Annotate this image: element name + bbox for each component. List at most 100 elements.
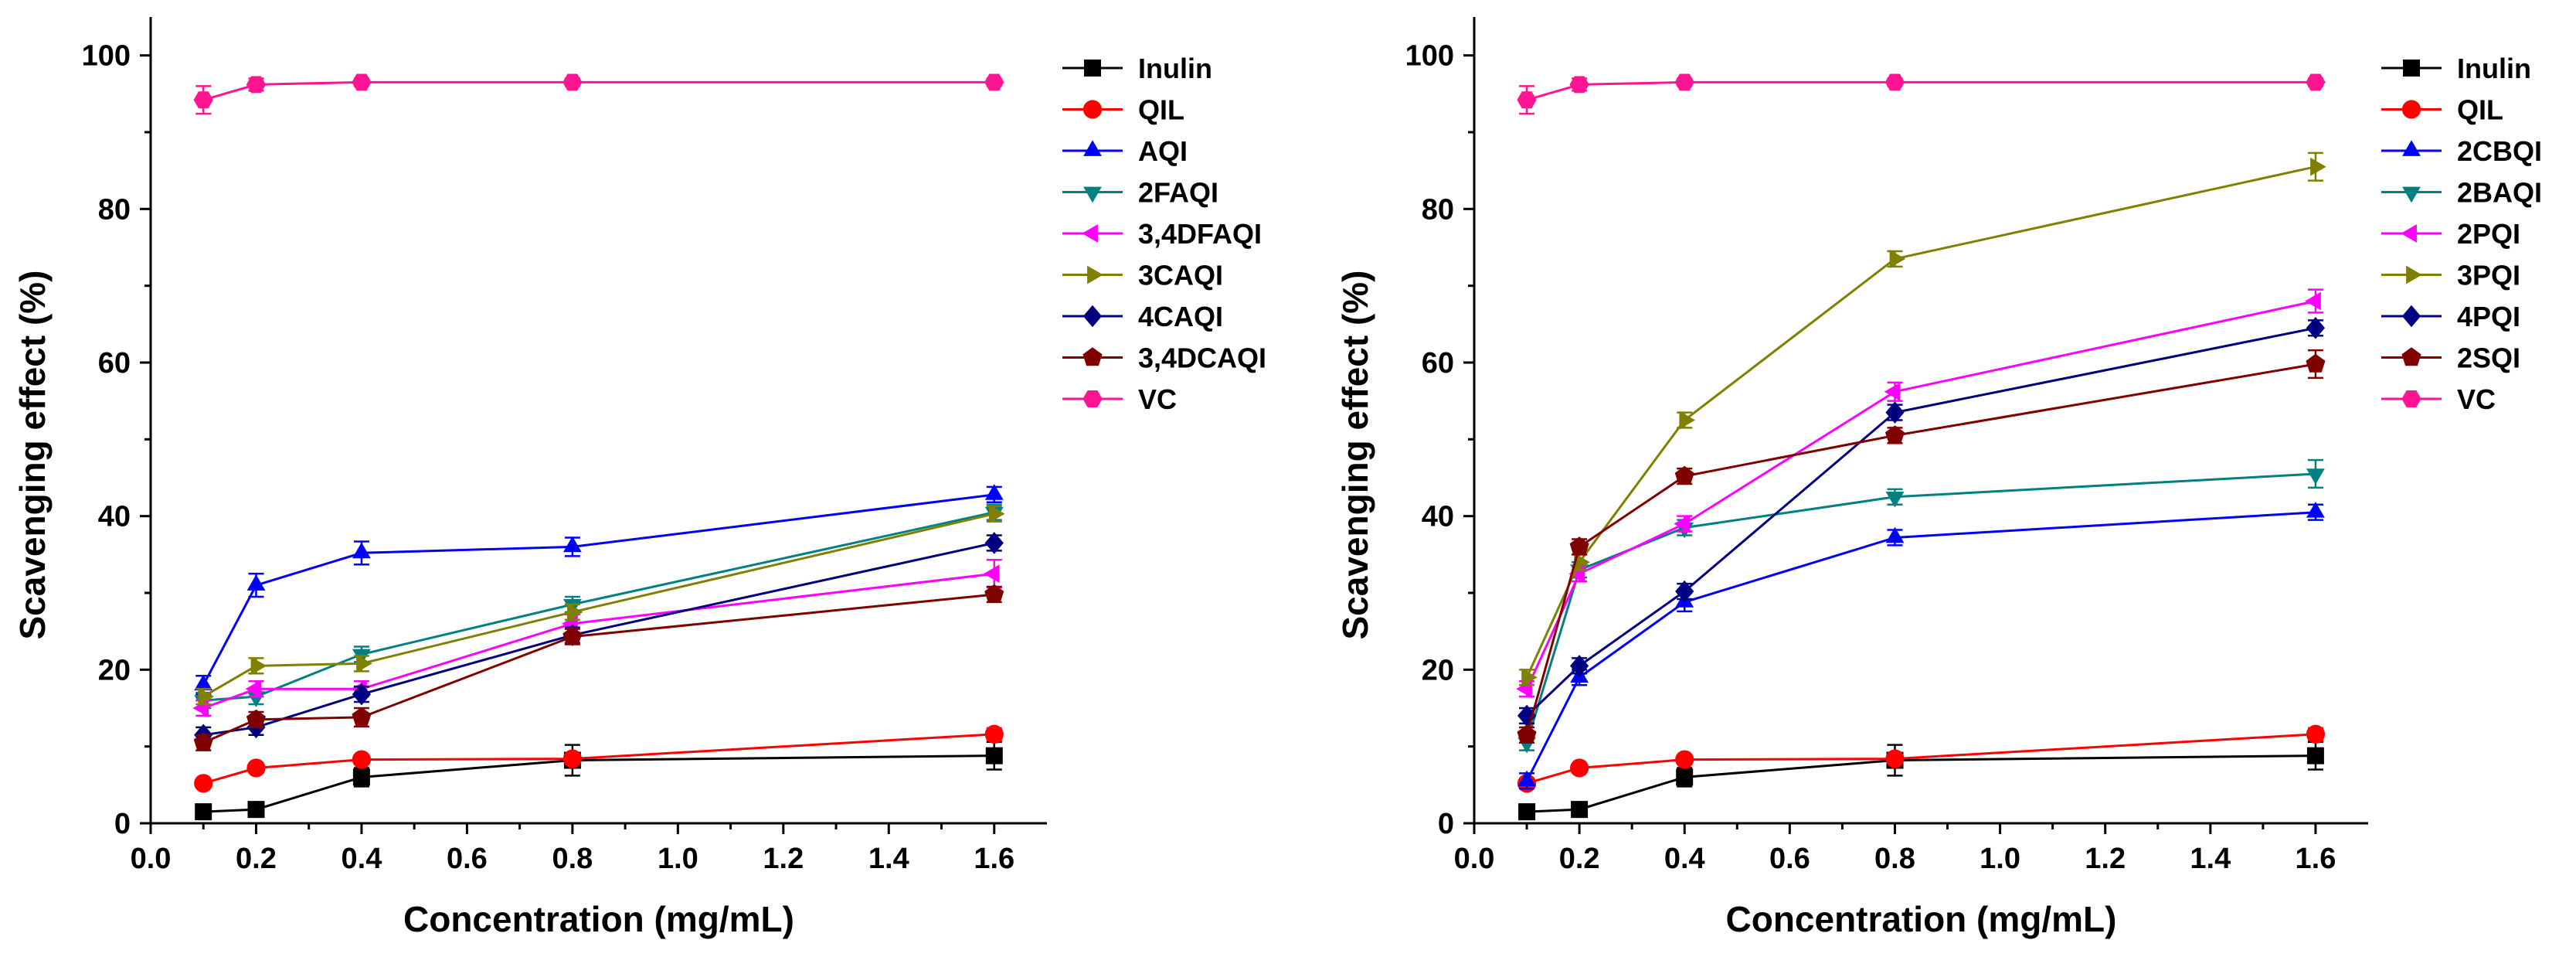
data-point-3caqi [567,602,583,622]
legend-label-qil: QIL [1138,94,1184,126]
legend-marker-inulin [2403,60,2420,77]
data-point-3caqi [988,504,1005,523]
data-point-3caqi [250,656,267,676]
data-point-qil [1570,758,1589,778]
data-point-aqi [984,484,1004,500]
y-tick-label: 20 [1422,654,1454,686]
y-tick-label: 40 [1422,501,1454,533]
data-point-inulin [985,747,1003,765]
data-point-3-4dcaqi [984,584,1004,603]
data-point-3pqi [1574,553,1590,572]
series-line-inulin [203,754,994,813]
x-tick-label: 0.0 [131,843,172,875]
legend-marker-3-4dfaqi [1082,224,1098,243]
chart-panel-right: 0.0 0.2 0.4 0.6 0.8 1.0 1.2 1.4 1.6 0 20 40 60 80 100 C… [1335,17,2542,939]
y-tick-label: 0 [1438,808,1454,840]
data-point-qil [562,749,582,768]
data-point-vc [352,73,372,91]
legend-label-3-4dfaqi: 3,4DFAQI [1138,218,1262,250]
data-point-3-4dfaqi [984,564,1000,584]
legend-marker-qil [2401,100,2421,119]
legend-label-inulin: Inulin [2457,53,2531,84]
legend-label-2faqi: 2FAQI [1138,177,1218,209]
data-point-inulin [2306,747,2324,765]
x-tick-label: 0.8 [1874,843,1915,875]
data-point-2sqi [2306,353,2326,373]
data-point-vc [1674,73,1694,91]
series-vc [193,73,1004,115]
x-tick-label: 1.0 [658,843,698,875]
legend-marker-4pqi [2401,305,2421,328]
series-line-qil [1526,733,2316,785]
data-point-inulin [247,801,265,819]
x-tick-label: 1.2 [763,843,804,875]
legend-marker-2cbqi [2402,140,2421,156]
series-line-3-4dfaqi [202,572,994,710]
y-axis-label: Scavenging effect (%) [1335,271,1375,640]
legend-label-vc: VC [1138,383,1177,415]
data-point-inulin [352,768,370,786]
data-point-2cbqi [1517,770,1536,787]
series-3-4dcaqi [193,584,1004,751]
data-point-qil [2306,724,2326,744]
data-point-4caqi [352,683,371,706]
legend-label-3caqi: 3CAQI [1138,260,1223,291]
series-vc [1517,73,2326,115]
data-point-inulin [1518,803,1536,821]
legend-marker-4caqi [1082,305,1103,328]
x-tick-label: 1.2 [2085,843,2126,875]
data-point-aqi [246,574,266,591]
legend-marker-qil [1082,100,1103,119]
data-point-aqi [563,536,582,553]
legend-label-2baqi: 2BAQI [2457,177,2542,209]
series-line-4caqi [202,541,995,737]
data-point-4pqi [1675,580,1694,603]
series-line-qil [202,733,994,785]
data-point-2cbqi [2306,502,2325,518]
data-point-qil [352,750,372,769]
legend-label-2cbqi: 2CBQI [2457,135,2542,167]
legend-marker-2baqi [2402,186,2421,203]
x-axis-label: Concentration (mg/mL) [403,899,794,939]
data-point-inulin [1676,768,1694,786]
series-line-vc [202,80,994,101]
data-point-4pqi [2306,317,2325,339]
y-tick-label: 100 [82,40,131,73]
data-point-2pqi [1884,382,1901,401]
series-qil [1517,724,2326,793]
data-point-3pqi [2310,157,2326,176]
legend-label-2pqi: 2PQI [2457,218,2520,250]
data-point-2sqi [1884,425,1905,444]
x-tick-label: 1.6 [974,843,1014,875]
data-point-vc [1569,76,1589,94]
chart-panel-left: 0.0 0.2 0.4 0.6 0.8 1.0 1.2 1.4 1.6 0 20 40 60 80 100 C… [12,17,1266,939]
x-tick-label: 1.4 [2190,843,2231,875]
data-point-2sqi [1569,536,1589,556]
data-point-2sqi [1517,724,1537,744]
y-tick-label: 40 [98,501,131,533]
data-point-3-4dcaqi [352,707,372,726]
series-line-2sqi [1525,363,2316,736]
series-inulin [1518,741,2324,821]
x-tick-label: 0.0 [1454,843,1495,875]
data-point-vc [246,76,267,94]
legend-marker-2sqi [2401,347,2421,366]
y-tick-label: 20 [98,654,131,686]
series-2faqi [194,503,1004,711]
legend-marker-3-4dcaqi [1082,347,1103,366]
data-point-2sqi [1674,465,1694,485]
series-line-aqi [202,493,994,686]
data-point-qil [194,774,213,793]
data-point-2baqi [2306,468,2325,485]
legend-marker-2faqi [1083,186,1102,203]
data-point-vc [562,73,583,91]
series-4caqi [194,532,1004,747]
data-point-3pqi [1679,410,1695,430]
data-point-3-4dcaqi [246,709,266,728]
data-point-4pqi [1885,401,1905,424]
legend-label-inulin: Inulin [1138,53,1212,84]
x-tick-label: 0.2 [1559,843,1600,875]
y-tick-label: 100 [1405,40,1454,73]
legend-label-3pqi: 3PQI [2457,260,2520,291]
y-tick-label: 60 [1422,347,1454,380]
